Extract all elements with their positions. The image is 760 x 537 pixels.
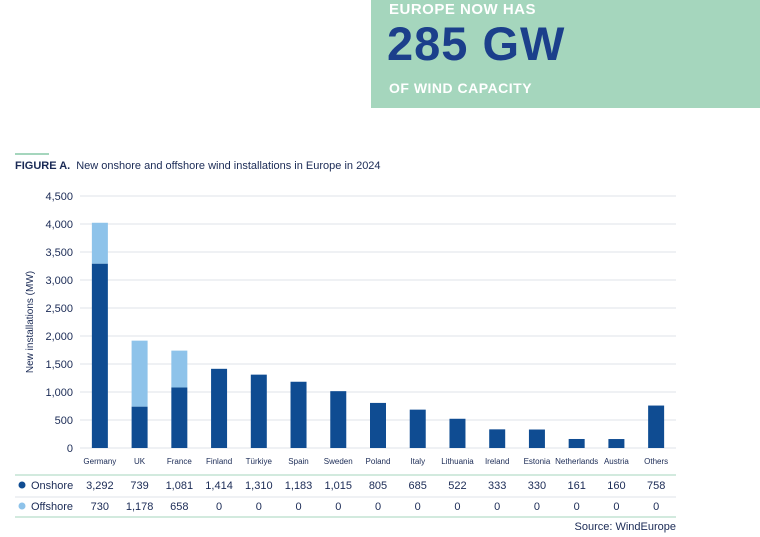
table-value: 1,183 xyxy=(285,480,313,492)
x-tick-label: France xyxy=(167,457,192,466)
figure-title: FIGURE A. New onshore and offshore wind i… xyxy=(15,160,381,172)
y-tick-label: 4,500 xyxy=(45,191,73,203)
y-axis-label: New installations (MW) xyxy=(25,271,36,373)
table-value: 739 xyxy=(130,480,148,492)
table-value: 805 xyxy=(369,480,387,492)
bar-onshore xyxy=(528,429,545,448)
x-tick-label: Finland xyxy=(206,457,232,466)
source-note: Source: WindEurope xyxy=(574,521,677,533)
banner-line-2: OF WIND CAPACITY xyxy=(389,80,533,96)
y-tick-label: 500 xyxy=(55,415,73,427)
y-tick-label: 4,000 xyxy=(45,219,73,231)
x-tick-label: Türkiye xyxy=(246,457,273,466)
bar-onshore xyxy=(171,387,188,448)
table-value: 0 xyxy=(534,501,540,513)
y-tick-label: 0 xyxy=(67,443,73,455)
table-value: 0 xyxy=(454,501,460,513)
y-tick-label: 3,500 xyxy=(45,247,73,259)
table-value: 330 xyxy=(528,480,546,492)
legend-label: Onshore xyxy=(31,480,73,492)
table-value: 658 xyxy=(170,501,188,513)
table-value: 0 xyxy=(574,501,580,513)
bar-offshore xyxy=(91,222,108,264)
table-value: 730 xyxy=(91,501,109,513)
table-value: 0 xyxy=(216,501,222,513)
table-value: 1,178 xyxy=(126,501,154,513)
y-tick-label: 1,000 xyxy=(45,387,73,399)
bar-onshore xyxy=(568,438,585,448)
table-value: 0 xyxy=(335,501,341,513)
legend-marker xyxy=(18,502,26,510)
y-tick-label: 1,500 xyxy=(45,359,73,371)
table-value: 522 xyxy=(448,480,466,492)
table-value: 758 xyxy=(647,480,665,492)
table-value: 0 xyxy=(295,501,301,513)
x-tick-label: Spain xyxy=(288,457,308,466)
bar-onshore xyxy=(370,402,386,448)
bar-offshore xyxy=(171,350,188,388)
y-tick-label: 2,500 xyxy=(45,303,73,315)
x-tick-label: Poland xyxy=(366,457,391,466)
bar-onshore xyxy=(489,429,506,448)
table-value: 0 xyxy=(613,501,619,513)
bar-onshore xyxy=(250,374,267,448)
x-tick-label: UK xyxy=(134,457,146,466)
figure-title-text: New onshore and offshore wind installati… xyxy=(76,160,381,172)
table-value: 1,015 xyxy=(325,480,353,492)
table-value: 0 xyxy=(375,501,381,513)
x-tick-label: Netherlands xyxy=(555,457,598,466)
bar-onshore xyxy=(211,368,228,448)
figure-rule xyxy=(15,153,49,155)
x-tick-label: Italy xyxy=(410,457,425,466)
table-value: 0 xyxy=(653,501,659,513)
figure-label: FIGURE A. xyxy=(15,160,71,172)
y-tick-label: 2,000 xyxy=(45,331,73,343)
bar-onshore xyxy=(409,409,426,448)
legend-marker xyxy=(18,481,26,489)
bar-onshore xyxy=(330,391,347,448)
table-value: 685 xyxy=(409,480,427,492)
bar-onshore xyxy=(449,418,466,448)
legend-label: Offshore xyxy=(31,501,73,513)
x-tick-label: Germany xyxy=(83,457,116,466)
table-value: 333 xyxy=(488,480,506,492)
bar-onshore xyxy=(648,405,665,448)
bar-offshore xyxy=(131,340,148,407)
bar-onshore xyxy=(290,381,307,448)
table-value: 0 xyxy=(494,501,500,513)
x-tick-label: Austria xyxy=(604,457,629,466)
table-value: 1,310 xyxy=(245,480,273,492)
x-tick-label: Ireland xyxy=(485,457,509,466)
banner-headline: 285 GW xyxy=(387,17,566,70)
x-tick-label: Estonia xyxy=(524,457,551,466)
table-value: 160 xyxy=(607,480,625,492)
bar-onshore xyxy=(91,263,108,448)
table-value: 3,292 xyxy=(86,480,114,492)
table-value: 161 xyxy=(567,480,585,492)
table-value: 1,414 xyxy=(205,480,233,492)
y-tick-label: 3,000 xyxy=(45,275,73,287)
x-tick-label: Others xyxy=(644,457,668,466)
headline-banner: EUROPE NOW HAS 285 GW OF WIND CAPACITY xyxy=(371,0,760,108)
x-tick-label: Lithuania xyxy=(441,457,474,466)
bar-onshore xyxy=(131,406,148,448)
bar-onshore xyxy=(608,439,625,448)
table-value: 0 xyxy=(256,501,262,513)
banner-line-1: EUROPE NOW HAS xyxy=(389,1,537,18)
x-tick-label: Sweden xyxy=(324,457,353,466)
table-value: 1,081 xyxy=(166,480,194,492)
table-value: 0 xyxy=(415,501,421,513)
